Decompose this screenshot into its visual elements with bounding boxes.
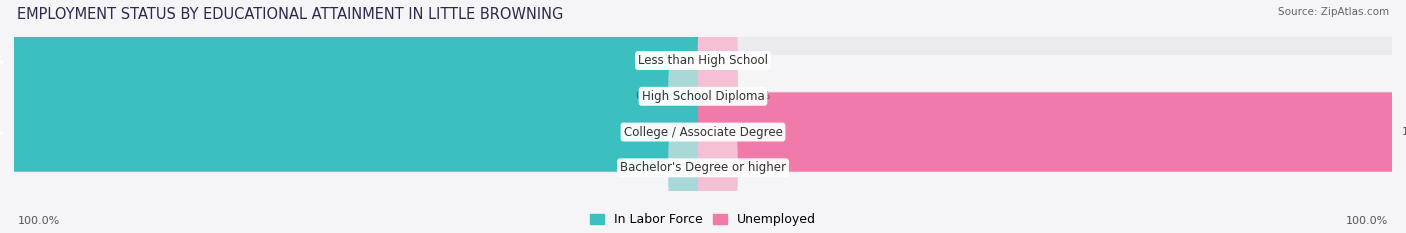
Text: 100.0%: 100.0% — [0, 55, 4, 65]
Text: 0.0%: 0.0% — [636, 91, 664, 101]
Text: 0.0%: 0.0% — [742, 163, 770, 173]
Text: 0.0%: 0.0% — [636, 163, 664, 173]
FancyBboxPatch shape — [697, 21, 738, 100]
Text: Source: ZipAtlas.com: Source: ZipAtlas.com — [1278, 7, 1389, 17]
Text: Less than High School: Less than High School — [638, 54, 768, 67]
Text: 100.0%: 100.0% — [0, 127, 4, 137]
Legend: In Labor Force, Unemployed: In Labor Force, Unemployed — [585, 208, 821, 231]
FancyBboxPatch shape — [8, 92, 709, 172]
FancyBboxPatch shape — [697, 92, 1398, 172]
Text: 0.0%: 0.0% — [742, 55, 770, 65]
FancyBboxPatch shape — [697, 57, 738, 136]
FancyBboxPatch shape — [8, 55, 1398, 137]
FancyBboxPatch shape — [8, 21, 709, 100]
FancyBboxPatch shape — [668, 128, 709, 208]
FancyBboxPatch shape — [668, 57, 709, 136]
Text: 100.0%: 100.0% — [1402, 127, 1406, 137]
FancyBboxPatch shape — [697, 128, 738, 208]
FancyBboxPatch shape — [8, 19, 1398, 102]
Text: 100.0%: 100.0% — [1346, 216, 1388, 226]
Text: High School Diploma: High School Diploma — [641, 90, 765, 103]
Text: College / Associate Degree: College / Associate Degree — [624, 126, 782, 139]
Text: 0.0%: 0.0% — [742, 91, 770, 101]
Text: Bachelor's Degree or higher: Bachelor's Degree or higher — [620, 161, 786, 174]
FancyBboxPatch shape — [8, 91, 1398, 173]
FancyBboxPatch shape — [8, 127, 1398, 209]
Text: 100.0%: 100.0% — [18, 216, 60, 226]
Text: EMPLOYMENT STATUS BY EDUCATIONAL ATTAINMENT IN LITTLE BROWNING: EMPLOYMENT STATUS BY EDUCATIONAL ATTAINM… — [17, 7, 564, 22]
